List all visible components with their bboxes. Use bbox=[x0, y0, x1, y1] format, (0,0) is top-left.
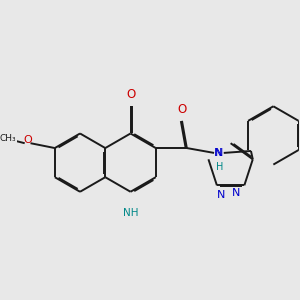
Text: N: N bbox=[214, 148, 222, 158]
Text: N: N bbox=[217, 190, 225, 200]
Text: N: N bbox=[232, 188, 241, 198]
Text: O: O bbox=[126, 88, 135, 101]
Text: CH₃: CH₃ bbox=[0, 134, 16, 143]
Text: O: O bbox=[177, 103, 187, 116]
Text: N: N bbox=[215, 148, 224, 158]
Text: NH: NH bbox=[123, 208, 138, 218]
Text: O: O bbox=[23, 135, 32, 145]
Text: H: H bbox=[216, 161, 224, 172]
